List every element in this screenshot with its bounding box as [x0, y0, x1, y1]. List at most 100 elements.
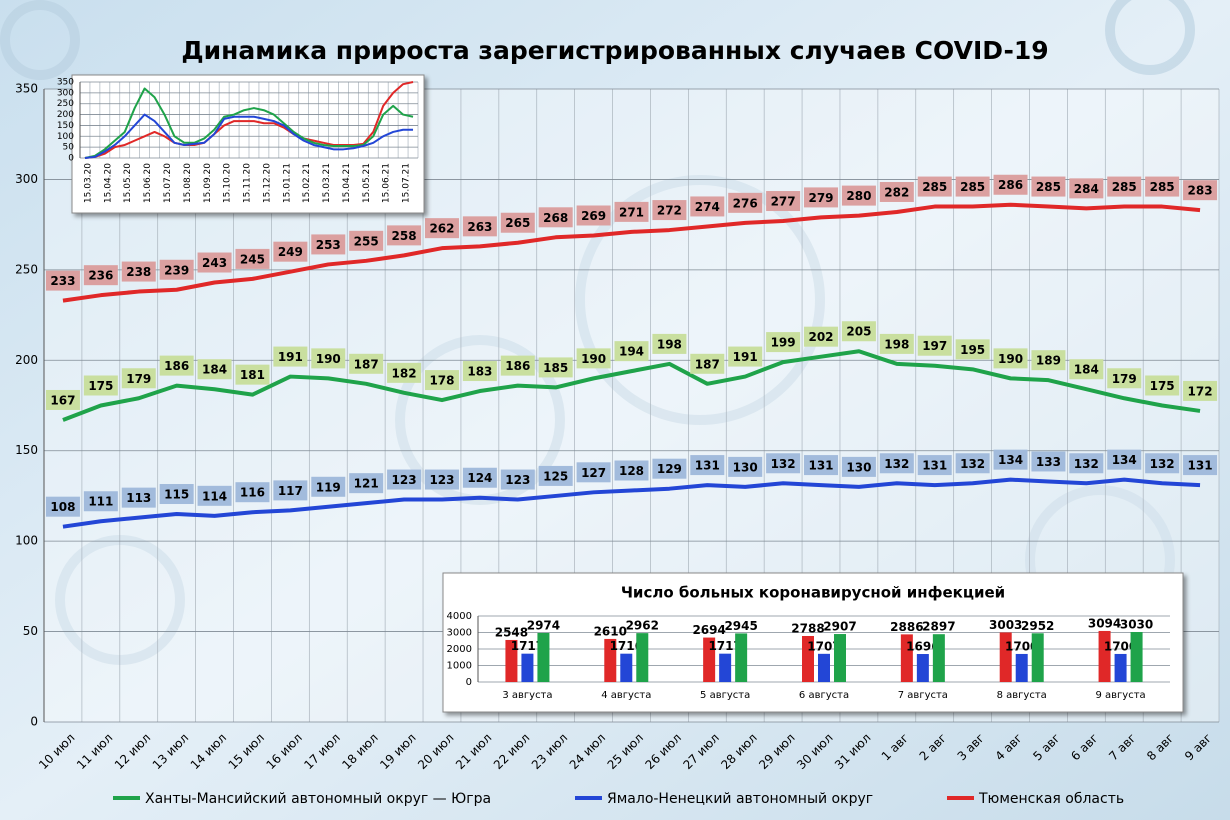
data-label: 190 — [316, 352, 341, 366]
data-label: 1707 — [807, 639, 840, 653]
data-label-box — [159, 355, 194, 376]
x-tick-label: 15.07.21 — [402, 163, 412, 203]
data-label: 182 — [392, 366, 417, 380]
data-label-box — [500, 212, 535, 233]
data-label-box — [1183, 380, 1218, 401]
data-label-box — [841, 321, 876, 342]
data-label-box — [311, 234, 346, 255]
data-label-box — [424, 218, 459, 239]
data-label: 2897 — [922, 620, 955, 634]
data-label: 108 — [50, 500, 75, 514]
bar — [999, 632, 1012, 682]
y-tick-label: 250 — [15, 262, 38, 276]
x-tick-label: 7 августа — [898, 690, 948, 701]
chart: Динамика прироста зарегистрированных слу… — [15, 36, 1220, 807]
bar — [703, 637, 716, 682]
data-label-box — [273, 241, 308, 262]
data-label: 2886 — [890, 620, 923, 634]
data-label: 282 — [884, 185, 909, 199]
data-label: 132 — [1150, 457, 1175, 471]
data-label-box — [804, 326, 839, 347]
data-label: 111 — [88, 495, 113, 509]
data-label: 181 — [240, 368, 265, 382]
chart-title: Динамика прироста зарегистрированных слу… — [181, 36, 1048, 65]
data-label: 239 — [164, 263, 189, 277]
data-label-box — [45, 389, 80, 410]
y-tick-label: 100 — [15, 534, 38, 548]
data-label: 255 — [354, 234, 379, 248]
data-label-box — [993, 449, 1028, 470]
data-label-box — [45, 270, 80, 291]
data-label-box — [349, 230, 384, 251]
data-label-box — [235, 482, 270, 503]
y-tick-label: 100 — [57, 132, 74, 142]
data-label: 1717 — [708, 639, 741, 653]
data-label-box — [387, 225, 422, 246]
data-label-box — [235, 364, 270, 385]
data-label-box — [121, 368, 156, 389]
data-label: 132 — [1074, 457, 1099, 471]
bar — [620, 653, 633, 682]
data-label: 286 — [998, 178, 1023, 192]
data-label: 2962 — [626, 619, 659, 633]
data-label-box — [500, 469, 535, 490]
y-tick-label: 300 — [57, 88, 74, 98]
y-tick-label: 200 — [15, 353, 38, 367]
data-label: 268 — [543, 211, 568, 225]
data-label: 1696 — [906, 640, 939, 654]
data-label: 198 — [884, 337, 909, 351]
data-label-box — [197, 252, 232, 273]
data-label-box — [349, 353, 384, 374]
data-label: 133 — [1036, 455, 1061, 469]
x-tick-label: 15.01.21 — [282, 163, 292, 203]
x-tick-label: 15.07.20 — [163, 163, 173, 203]
data-label: 202 — [808, 330, 833, 344]
bar — [1114, 653, 1127, 682]
data-label: 132 — [884, 457, 909, 471]
data-label: 249 — [278, 245, 303, 259]
data-label-box — [1183, 455, 1218, 476]
data-label: 132 — [771, 457, 796, 471]
data-label-box — [1107, 449, 1142, 470]
bar — [818, 653, 830, 682]
data-label: 263 — [467, 220, 492, 234]
data-label: 285 — [922, 180, 947, 194]
bar — [537, 632, 550, 682]
x-tick-label: 15.10.20 — [223, 163, 233, 203]
data-label-box — [387, 469, 422, 490]
data-label-box — [652, 458, 687, 479]
data-label-box — [1069, 178, 1104, 199]
bar — [834, 634, 846, 682]
data-label: 127 — [581, 466, 606, 480]
series-line — [62, 477, 1201, 529]
y-tick-label: 300 — [15, 172, 38, 186]
data-label: 2907 — [823, 620, 856, 634]
data-label: 131 — [695, 459, 720, 473]
data-label-box — [387, 362, 422, 383]
data-label-box — [462, 361, 497, 382]
chart-title: Число больных коронавирусной инфекцией — [621, 584, 1005, 602]
data-label: 265 — [505, 216, 530, 230]
data-label-box — [1183, 180, 1218, 201]
data-label: 1716 — [610, 639, 643, 653]
data-label-box — [955, 176, 990, 197]
bar — [505, 639, 518, 682]
x-tick-label: 15.06.20 — [143, 163, 153, 203]
data-label-box — [311, 348, 346, 369]
data-label: 123 — [392, 473, 417, 487]
data-label-box — [1145, 375, 1180, 396]
data-label-box — [349, 473, 384, 494]
data-label: 1717 — [511, 639, 544, 653]
data-label: 279 — [808, 191, 833, 205]
bar — [900, 634, 913, 682]
data-label-box — [197, 359, 232, 380]
x-tick-label: 15.04.20 — [103, 163, 113, 203]
data-label: 3030 — [1120, 618, 1153, 632]
data-label: 190 — [581, 352, 606, 366]
x-tick-label: 15.02.21 — [302, 163, 312, 203]
data-label-box — [235, 248, 270, 269]
data-label: 253 — [316, 238, 341, 252]
data-label-box — [879, 333, 914, 354]
data-label-box — [841, 185, 876, 206]
